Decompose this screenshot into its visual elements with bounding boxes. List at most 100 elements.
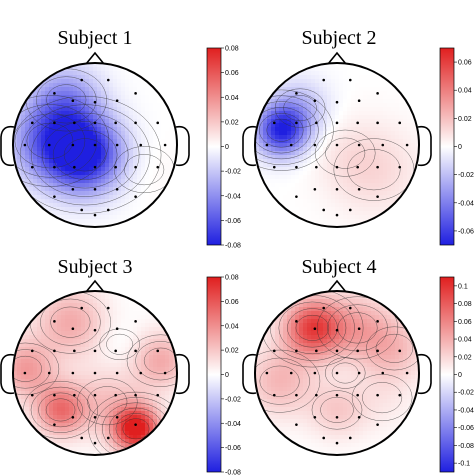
field-cell: [109, 155, 114, 160]
field-cell: [41, 319, 46, 324]
field-cell: [85, 295, 90, 300]
field-cell: [355, 91, 360, 96]
field-cell: [287, 135, 292, 140]
field-cell: [73, 403, 78, 408]
field-cell: [327, 211, 332, 216]
field-cell: [283, 343, 288, 348]
field-cell: [391, 131, 396, 136]
field-cell: [57, 203, 62, 208]
field-cell: [121, 215, 126, 220]
field-cell: [291, 179, 296, 184]
contour-lines: [255, 88, 415, 201]
field-cell: [117, 419, 122, 424]
field-cell: [77, 175, 82, 180]
field-cell: [109, 399, 114, 404]
field-cell: [371, 91, 376, 96]
field-cell: [105, 391, 110, 396]
contour-line: [283, 95, 317, 122]
field-cell: [343, 79, 348, 84]
field-cell: [81, 155, 86, 160]
field-cell: [133, 95, 138, 100]
field-cell: [109, 347, 114, 352]
field-cell: [61, 195, 66, 200]
field-cell: [259, 103, 264, 108]
field-cell: [141, 355, 146, 360]
electrode-dot: [376, 165, 379, 169]
field-cell: [367, 175, 372, 180]
field-cell: [375, 171, 380, 176]
field-cell: [13, 139, 18, 144]
field-cell: [287, 191, 292, 196]
field-cell: [403, 335, 408, 340]
field-cell: [65, 91, 70, 96]
field-cell: [291, 139, 296, 144]
field-cell: [101, 295, 106, 300]
field-cell: [109, 215, 114, 220]
field-cell: [45, 139, 50, 144]
field-cell: [25, 107, 30, 112]
field-cell: [351, 195, 356, 200]
field-cell: [387, 139, 392, 144]
field-cell: [339, 175, 344, 180]
electrode-dot: [71, 415, 75, 419]
field-cell: [113, 427, 118, 432]
field-cell: [33, 371, 38, 376]
field-cell: [299, 215, 304, 220]
field-cell: [347, 339, 352, 344]
field-cell: [351, 163, 356, 168]
field-cell: [81, 303, 86, 308]
field-cell: [169, 183, 174, 188]
electrode-dot: [73, 121, 76, 125]
contour-line: [38, 392, 83, 428]
field-cell: [97, 451, 102, 455]
field-cell: [267, 183, 272, 188]
field-cell: [303, 127, 308, 132]
field-cell: [141, 155, 146, 160]
field-cell: [57, 139, 62, 144]
field-cell: [315, 307, 320, 312]
field-cell: [327, 143, 332, 148]
field-cell: [323, 187, 328, 192]
field-cell: [303, 119, 308, 124]
field-cell: [73, 347, 78, 352]
field-cell: [169, 375, 174, 380]
field-cell: [69, 199, 74, 204]
field-cell: [291, 159, 296, 164]
field-cell: [121, 383, 126, 388]
field-cell: [125, 335, 130, 340]
field-cell: [125, 99, 130, 104]
field-cell: [69, 303, 74, 308]
field-cell: [81, 451, 86, 455]
field-cell: [383, 195, 388, 200]
field-cell: [89, 203, 94, 208]
field-cell: [319, 207, 324, 212]
field-cell: [25, 355, 30, 360]
field-cell: [323, 315, 328, 320]
field-cell: [149, 339, 154, 344]
field-cell: [347, 83, 352, 88]
field-cell: [81, 75, 86, 80]
field-cell: [141, 423, 146, 428]
field-cell: [299, 303, 304, 308]
field-cell: [371, 215, 376, 220]
field-cell: [29, 115, 34, 120]
field-cell: [395, 183, 400, 188]
field-cell: [17, 395, 22, 400]
field-cell: [407, 143, 412, 148]
field-cell: [259, 127, 264, 132]
field-cell: [275, 91, 280, 96]
field-cell: [125, 439, 130, 444]
field-cell: [283, 175, 288, 180]
field-cell: [375, 207, 380, 212]
field-cell: [339, 299, 344, 304]
field-cell: [327, 71, 332, 76]
field-cell: [141, 123, 146, 128]
field-cell: [145, 407, 150, 412]
nose: [327, 279, 347, 293]
field-cell: [303, 187, 308, 192]
field-cell: [323, 195, 328, 200]
field-cell: [351, 191, 356, 196]
field-cell: [13, 147, 18, 152]
field-cell: [379, 167, 384, 172]
field-cell: [287, 187, 292, 192]
